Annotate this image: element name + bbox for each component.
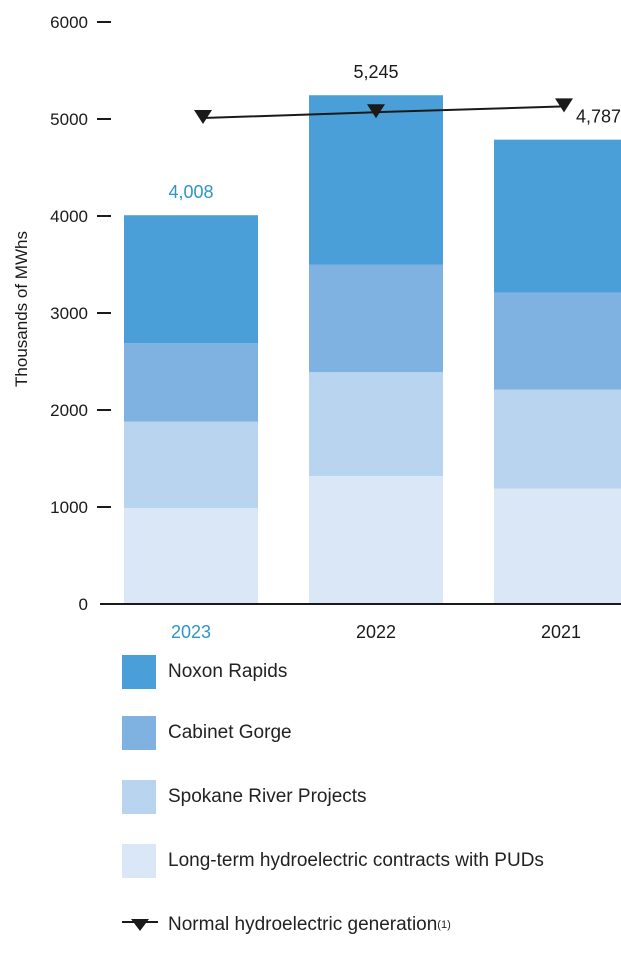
legend-label-cabinet-gorge: Cabinet Gorge xyxy=(168,722,292,743)
normal-generation-line xyxy=(194,98,573,125)
y-tick-label: 4000 xyxy=(50,207,88,226)
legend-swatch-long-term-contracts xyxy=(122,844,156,878)
line-marker-icon xyxy=(122,919,158,931)
total-labels: 4,008 5,245 4,787 xyxy=(168,62,621,202)
x-tick-label: 2023 xyxy=(171,622,211,642)
bar-segment xyxy=(309,264,443,373)
legend-item-noxon-rapids: Noxon Rapids xyxy=(122,655,287,689)
bars xyxy=(124,95,621,604)
y-tick-label: 6000 xyxy=(50,13,88,32)
normal-generation-marker xyxy=(367,104,385,119)
footnote-marker: (1) xyxy=(437,919,451,931)
y-axis-title: Thousands of MWhs xyxy=(12,231,31,387)
x-axis-labels: 2023 2022 2021 xyxy=(171,622,581,642)
bar-segment xyxy=(309,95,443,265)
stacked-bar-chart: Thousands of MWhs 0 1000 2000 3000 4000 5000 6… xyxy=(12,13,621,642)
legend-swatch-noxon-rapids xyxy=(122,655,156,689)
legend-label-noxon-rapids: Noxon Rapids xyxy=(168,661,288,682)
total-data-label: 5,245 xyxy=(353,62,398,82)
y-tick-label: 1000 xyxy=(50,498,88,517)
x-tick-label: 2022 xyxy=(356,622,396,642)
bar-segment xyxy=(124,421,258,508)
legend-swatch-spokane-river xyxy=(122,780,156,814)
y-tick-label: 3000 xyxy=(50,304,88,323)
legend-label-spokane-river: Spokane River Projects xyxy=(168,786,367,807)
bar-segment xyxy=(309,475,443,604)
normal-generation-marker xyxy=(194,110,212,125)
y-axis: 0 1000 2000 3000 4000 5000 6000 xyxy=(50,13,111,614)
legend-item-spokane-river: Spokane River Projects xyxy=(122,780,367,814)
legend-label-normal-generation: Normal hydroelectric generation xyxy=(168,914,438,935)
normal-generation-marker xyxy=(555,98,573,113)
y-tick-label: 5000 xyxy=(50,110,88,129)
legend-label-long-term-contracts: Long-term hydroelectric contracts with P… xyxy=(168,850,544,871)
y-tick-label: 2000 xyxy=(50,401,88,420)
bar-segment xyxy=(124,343,258,422)
x-tick-label: 2021 xyxy=(541,622,581,642)
total-data-label: 4,787 xyxy=(576,107,621,127)
bar-segment xyxy=(309,372,443,476)
bar-segment xyxy=(494,292,621,390)
bar-segment xyxy=(494,139,621,293)
bar-segment xyxy=(124,215,258,344)
legend-item-cabinet-gorge: Cabinet Gorge xyxy=(122,716,292,750)
y-tick-label: 0 xyxy=(79,595,88,614)
bar-segment xyxy=(494,488,621,604)
total-data-label: 4,008 xyxy=(168,182,213,202)
legend-item-long-term-contracts: Long-term hydroelectric contracts with P… xyxy=(122,844,544,878)
legend-item-normal-generation: Normal hydroelectric generation (1) xyxy=(122,914,451,936)
bar-segment xyxy=(494,389,621,489)
bar-segment xyxy=(124,507,258,604)
legend-swatch-cabinet-gorge xyxy=(122,716,156,750)
